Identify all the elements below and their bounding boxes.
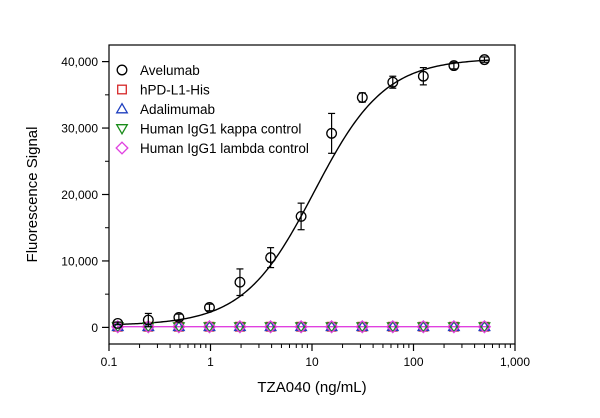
legend-marker (115, 141, 129, 155)
legend-item: Human IgG1 lambda control (115, 141, 309, 156)
data-point (141, 320, 155, 332)
legend-item: hPD-L1-His (117, 83, 210, 98)
data-point (386, 320, 400, 334)
legend: Avelumab hPD-L1-His Adalimumab Human IgG1 k… (115, 63, 309, 156)
data-point (478, 320, 491, 332)
data-point (478, 54, 490, 66)
x-axis-ticks: 0.1 1 10 100 1,000 (101, 344, 530, 369)
data-point (203, 320, 216, 332)
data-point (111, 320, 125, 332)
data-point (294, 320, 308, 334)
legend-item: Human IgG1 kappa control (115, 122, 301, 137)
data-point (387, 76, 399, 88)
data-point (172, 320, 186, 332)
data-point (447, 322, 461, 334)
data-point (173, 311, 185, 323)
data-point (203, 322, 216, 334)
legend-marker (115, 124, 129, 136)
x-tick-label: 0.1 (101, 355, 118, 369)
data-point (233, 320, 247, 334)
data-point (416, 320, 430, 332)
series-group (111, 320, 492, 334)
legend-item: Avelumab (116, 63, 200, 78)
legend-item: Adalimumab (115, 102, 215, 117)
legend-marker (116, 64, 128, 76)
data-point (172, 320, 186, 334)
legend-label: Human IgG1 kappa control (140, 122, 301, 137)
data-markers (111, 54, 492, 334)
legend-label: Human IgG1 lambda control (140, 141, 309, 156)
data-point (325, 320, 339, 332)
fit-curve (117, 59, 489, 326)
data-point (325, 322, 339, 334)
data-point (355, 322, 369, 334)
y-tick-label: 30,000 (61, 122, 98, 136)
data-point (264, 322, 278, 334)
x-tick-label: 100 (403, 355, 423, 369)
legend-marker (115, 102, 129, 114)
data-point (447, 320, 461, 334)
data-point (355, 320, 369, 332)
data-point (202, 320, 217, 334)
data-point (477, 320, 492, 334)
data-point (355, 320, 370, 334)
series-group (112, 54, 490, 329)
data-point (264, 320, 278, 332)
data-point (417, 70, 429, 82)
data-point (448, 60, 460, 72)
data-point (478, 322, 491, 334)
fit-curves (117, 59, 489, 328)
data-point (141, 320, 156, 334)
data-point (294, 320, 308, 332)
data-point (111, 320, 125, 334)
data-point (295, 210, 307, 222)
data-point (386, 320, 400, 332)
data-point (142, 314, 154, 326)
y-tick-label: 40,000 (61, 55, 98, 69)
legend-label: hPD-L1-His (140, 83, 210, 98)
y-tick-label: 20,000 (61, 188, 98, 202)
data-point (265, 252, 277, 264)
data-point (386, 322, 400, 334)
data-point (234, 276, 246, 288)
series-group (111, 320, 491, 332)
y-axis-title: Fluorescence Signal (24, 127, 41, 263)
data-point (416, 322, 430, 334)
data-point (233, 320, 247, 332)
data-point (112, 317, 124, 329)
data-point (356, 92, 368, 103)
data-point (172, 322, 186, 334)
data-point (324, 320, 339, 334)
x-tick-label: 10 (305, 355, 319, 369)
legend-label: Adalimumab (140, 102, 215, 117)
data-point (416, 320, 431, 334)
y-tick-label: 10,000 (61, 254, 98, 268)
data-point (263, 320, 278, 334)
legend-label: Avelumab (140, 63, 200, 78)
data-point (233, 322, 247, 334)
data-point (294, 322, 308, 334)
x-tick-label: 1 (207, 355, 214, 369)
x-axis-title: TZA040 (ng/mL) (257, 379, 366, 396)
y-tick-label: 0 (91, 321, 98, 335)
data-point (204, 302, 215, 313)
data-point (447, 320, 461, 332)
legend-marker (117, 84, 127, 95)
data-point (326, 127, 338, 139)
y-axis-ticks: 0 10,000 20,000 30,000 40,000 (61, 55, 109, 335)
x-tick-label: 1,000 (500, 355, 530, 369)
